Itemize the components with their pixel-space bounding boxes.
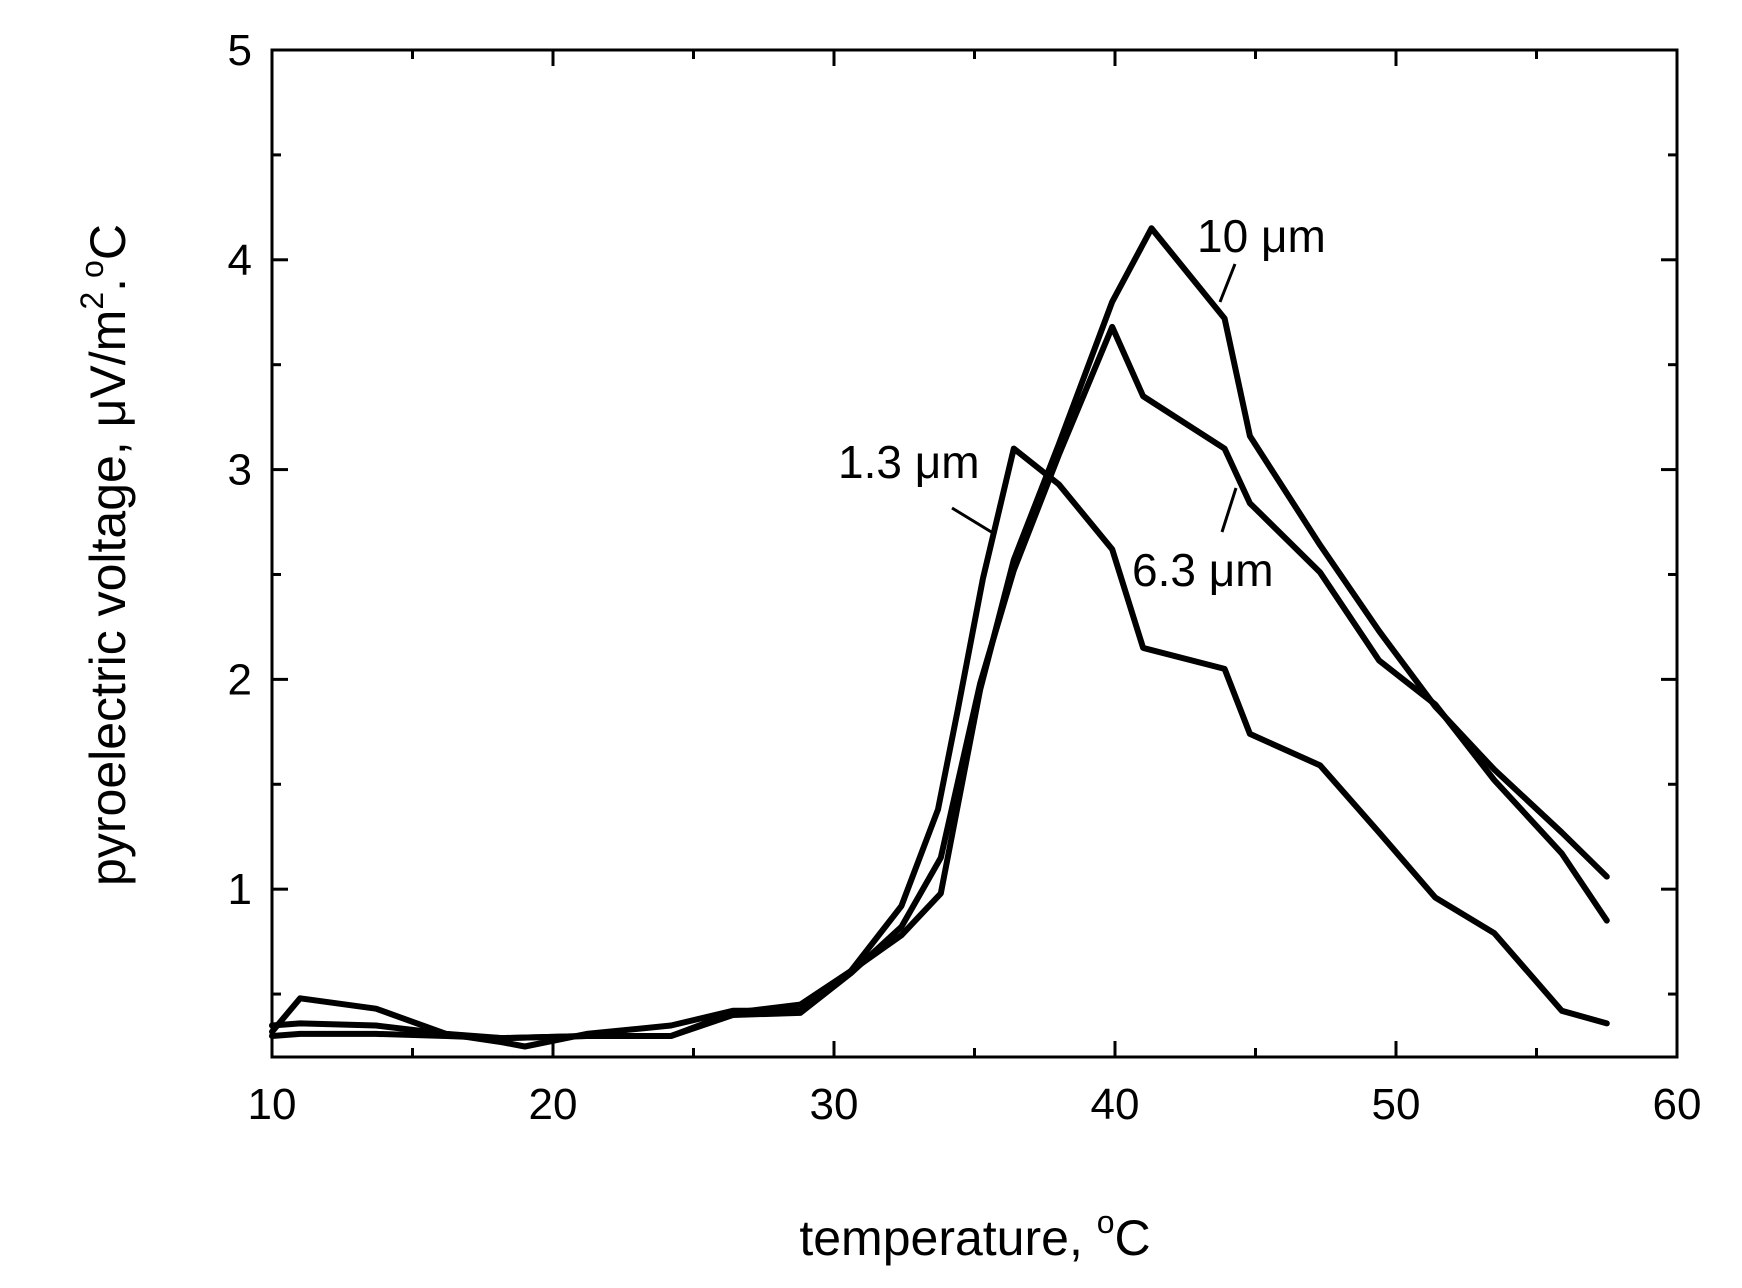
plot-area — [270, 48, 1679, 1059]
leader-1-3-um — [951, 506, 994, 535]
annotation-1-3-um: 1.3 μm — [838, 436, 980, 488]
x-tick-label: 60 — [1653, 1080, 1702, 1129]
x-tick-label: 50 — [1372, 1080, 1421, 1129]
data-series — [269, 225, 1610, 1050]
y-tick-label: 4 — [228, 236, 252, 285]
y-tick-label: 3 — [228, 446, 252, 495]
x-tick-label: 30 — [810, 1080, 859, 1129]
x-axis-tick-labels: 10 20 30 40 50 60 — [248, 1080, 1702, 1129]
x-tick-label: 40 — [1091, 1080, 1140, 1129]
series-line-6-3-m — [269, 323, 1610, 1042]
annotation-6-3-um: 6.3 μm — [1132, 544, 1274, 596]
series-line-1-3-m — [269, 445, 1610, 1050]
axis-ticks — [270, 48, 1679, 1057]
leader-6-3-um — [1220, 487, 1238, 533]
y-axis-tick-labels: 1 2 3 4 5 — [228, 26, 252, 914]
leader-10-um — [1218, 263, 1237, 303]
y-axis-title: pyroelectric voltage, μV/m2.oC — [74, 224, 136, 886]
annotation-10-um: 10 μm — [1197, 210, 1326, 262]
x-tick-label: 10 — [248, 1080, 297, 1129]
x-tick-label: 20 — [529, 1080, 578, 1129]
series-line-10-m — [269, 225, 1610, 1042]
y-tick-label: 2 — [228, 655, 252, 704]
x-axis-title: temperature, oC — [799, 1204, 1150, 1266]
y-tick-label: 5 — [228, 26, 252, 75]
y-tick-label: 1 — [228, 865, 252, 914]
series-annotations: 1.3 μm 6.3 μm 10 μm — [838, 210, 1326, 596]
plot-frame — [270, 48, 1679, 1059]
